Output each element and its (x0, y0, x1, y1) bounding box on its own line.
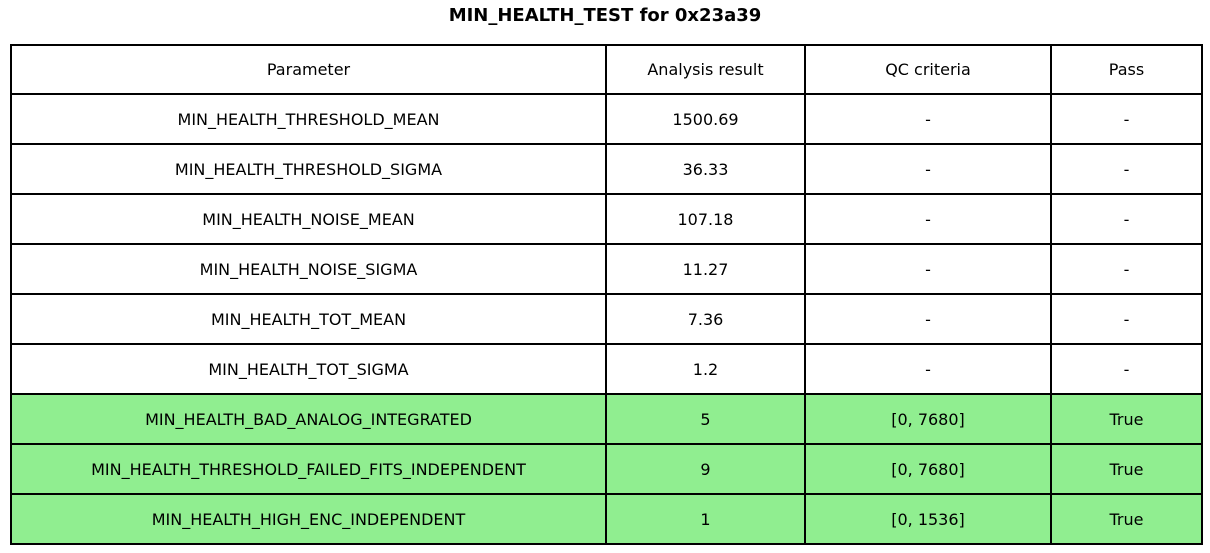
pass-cell: - (1050, 293, 1203, 345)
parameter-cell: MIN_HEALTH_TOT_MEAN (10, 293, 607, 345)
parameter-cell: MIN_HEALTH_TOT_SIGMA (10, 343, 607, 395)
analysis-result-cell: 11.27 (605, 243, 806, 295)
qc-criteria-cell: - (804, 193, 1052, 245)
analysis-result-cell: 7.36 (605, 293, 806, 345)
pass-cell: True (1050, 393, 1203, 445)
qc-criteria-cell: - (804, 143, 1052, 195)
pass-cell: - (1050, 243, 1203, 295)
pass-cell: - (1050, 93, 1203, 145)
table-row: MIN_HEALTH_TOT_MEAN 7.36- - (10, 293, 1203, 345)
qc-criteria-cell: - (804, 343, 1052, 395)
table-body: MIN_HEALTH_THRESHOLD_MEAN 1500.69- - MIN_HE… (10, 93, 1203, 545)
chart-title: MIN_HEALTH_TEST for 0x23a39 (448, 5, 762, 26)
analysis-result-cell: 9 (605, 443, 806, 495)
qc-criteria-cell: [0, 7680] (804, 443, 1052, 495)
qc-criteria-cell: - (804, 243, 1052, 295)
pass-cell: - (1050, 343, 1203, 395)
header-qc-criteria: QC criteria (804, 44, 1052, 95)
analysis-result-cell: 1 (605, 493, 806, 545)
header-pass: Pass (1050, 44, 1203, 95)
parameter-cell: MIN_HEALTH_THRESHOLD_FAILED_FITS_INDEPEN… (10, 443, 607, 495)
analysis-result-cell: 1.2 (605, 343, 806, 395)
table-row: MIN_HEALTH_NOISE_SIGMA 11.27- - (10, 243, 1203, 295)
qc-criteria-cell: - (804, 293, 1052, 345)
pass-cell: - (1050, 143, 1203, 195)
pass-cell: - (1050, 193, 1203, 245)
analysis-result-cell: 5 (605, 393, 806, 445)
header-parameter: Parameter (10, 44, 607, 95)
analysis-result-cell: 107.18 (605, 193, 806, 245)
pass-cell: True (1050, 493, 1203, 545)
analysis-result-cell: 36.33 (605, 143, 806, 195)
parameter-cell: MIN_HEALTH_THRESHOLD_SIGMA (10, 143, 607, 195)
qc-criteria-cell: - (804, 93, 1052, 145)
header-analysis-result: Analysis result (605, 44, 806, 95)
pass-cell: True (1050, 443, 1203, 495)
parameter-cell: MIN_HEALTH_THRESHOLD_MEAN (10, 93, 607, 145)
qc-criteria-cell: [0, 7680] (804, 393, 1052, 445)
parameter-cell: MIN_HEALTH_BAD_ANALOG_INTEGRATED (10, 393, 607, 445)
qc-results-table: Parameter Analysis result QC criteria Pa… (10, 44, 1203, 545)
table-row: MIN_HEALTH_THRESHOLD_MEAN 1500.69- - (10, 93, 1203, 145)
table-row: MIN_HEALTH_BAD_ANALOG_INTEGRATED 5 [0, 768… (10, 393, 1203, 445)
parameter-cell: MIN_HEALTH_NOISE_MEAN (10, 193, 607, 245)
table-row: MIN_HEALTH_NOISE_MEAN 107.18- - (10, 193, 1203, 245)
qc-criteria-cell: [0, 1536] (804, 493, 1052, 545)
table-row: MIN_HEALTH_THRESHOLD_SIGMA 36.33- - (10, 143, 1203, 195)
table-row: MIN_HEALTH_TOT_SIGMA 1.2- - (10, 343, 1203, 395)
parameter-cell: MIN_HEALTH_HIGH_ENC_INDEPENDENT (10, 493, 607, 545)
table-header: Parameter Analysis result QC criteria Pa… (10, 44, 1203, 95)
table-row: MIN_HEALTH_THRESHOLD_FAILED_FITS_INDEPEN… (10, 443, 1203, 495)
header-row: Parameter Analysis result QC criteria Pa… (10, 44, 1203, 95)
table-row: MIN_HEALTH_HIGH_ENC_INDEPENDENT 1 [0, 1536… (10, 493, 1203, 545)
parameter-cell: MIN_HEALTH_NOISE_SIGMA (10, 243, 607, 295)
analysis-result-cell: 1500.69 (605, 93, 806, 145)
